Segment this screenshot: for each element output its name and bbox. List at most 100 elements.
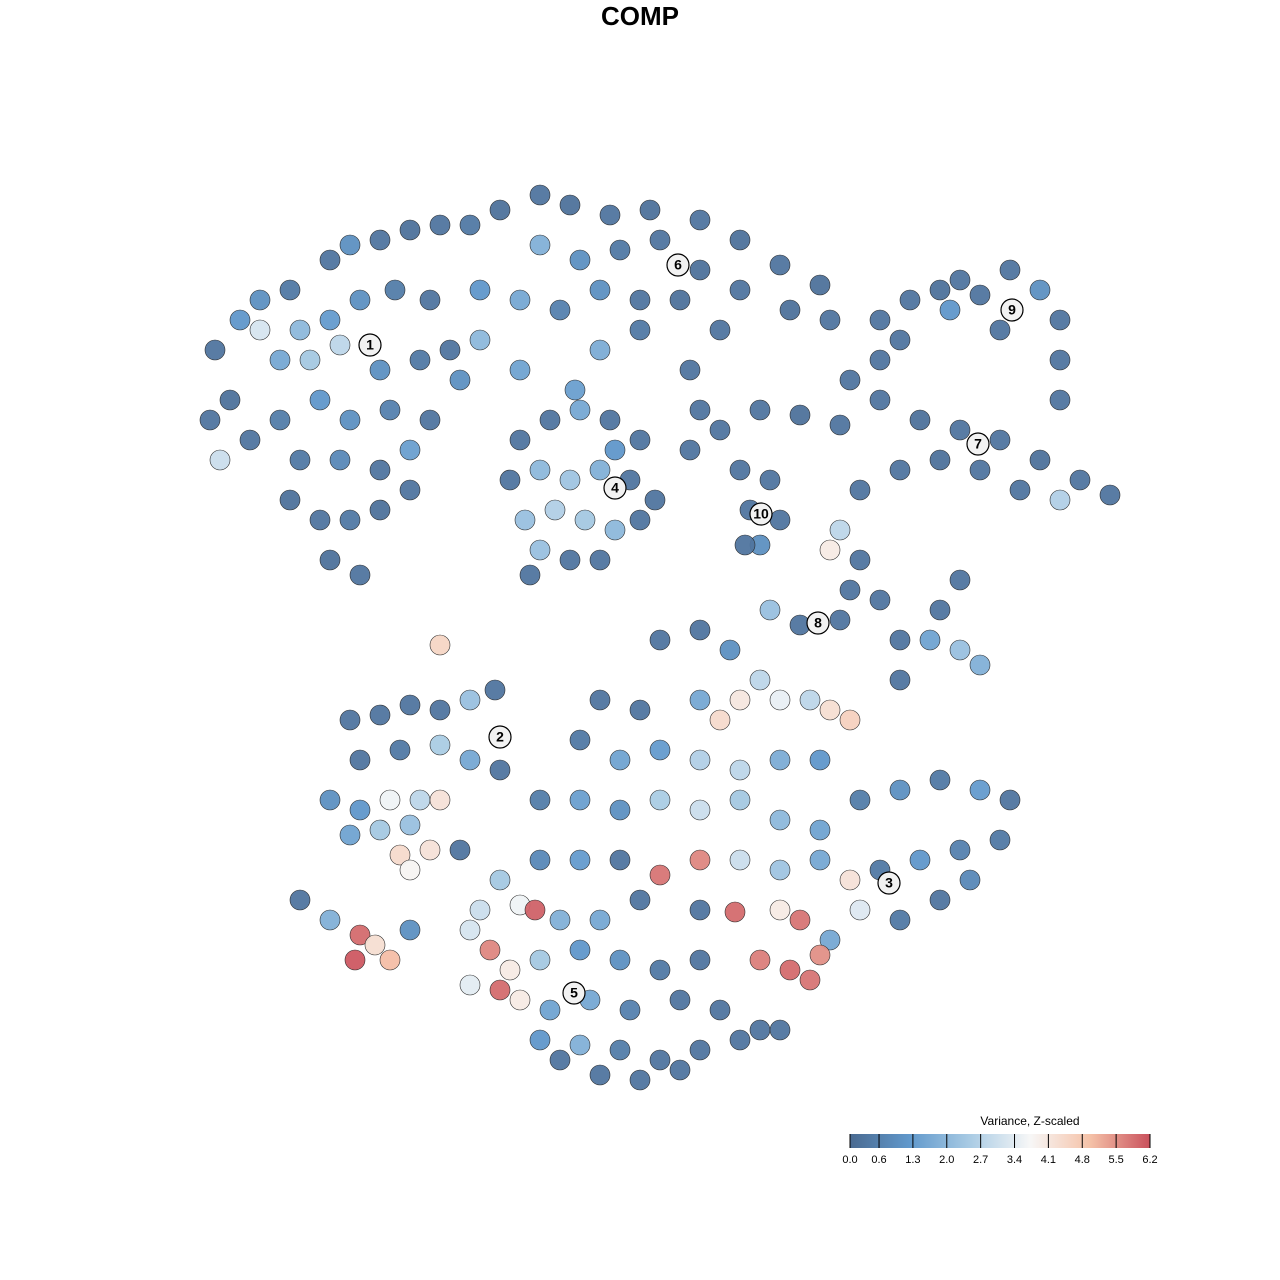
point [849,479,871,501]
cluster-marker [358,333,382,357]
point [484,679,506,701]
point [839,369,861,391]
cluster-label: 2 [496,729,504,745]
colorbar-tick-label: 2.0 [939,1154,954,1166]
point [509,429,531,451]
point [839,579,861,601]
point [529,184,551,206]
point [384,279,406,301]
point [319,249,341,271]
point [989,319,1011,341]
point [219,389,241,411]
colorbar-tick-label: 0.6 [871,1154,886,1166]
point [499,959,521,981]
colorbar-title: Variance, Z-scaled [980,1114,1079,1128]
point [889,459,911,481]
point [589,279,611,301]
point [419,409,441,431]
point [999,259,1021,281]
point [769,899,791,921]
point [369,229,391,251]
point [629,889,651,911]
point [629,699,651,721]
point [819,699,841,721]
point [529,849,551,871]
point [629,509,651,531]
point [269,409,291,431]
point [729,849,751,871]
point [689,619,711,641]
point [869,349,891,371]
cluster-label: 4 [611,480,619,496]
point [929,449,951,471]
point [509,989,531,1011]
point [749,399,771,421]
point [809,849,831,871]
point [389,844,411,866]
point [919,629,941,651]
point [709,319,731,341]
point [544,499,566,521]
point [649,229,671,251]
point [599,204,621,226]
point [529,1029,551,1051]
point [1029,449,1051,471]
point [204,339,226,361]
point [509,359,531,381]
point [629,289,651,311]
point [369,704,391,726]
point [419,839,441,861]
point [789,909,811,931]
point [249,289,271,311]
colorbar-tick-label: 5.5 [1108,1154,1123,1166]
point [839,869,861,891]
cluster-marker [749,502,773,526]
cluster-label: 5 [570,985,578,1001]
point [379,789,401,811]
point [729,689,751,711]
point [539,409,561,431]
point [609,749,631,771]
point [549,909,571,931]
point [519,564,541,586]
point [569,849,591,871]
point [769,749,791,771]
cluster-marker [666,253,690,277]
point [509,289,531,311]
point [719,639,741,661]
point [679,439,701,461]
point [449,369,471,391]
point [749,1019,771,1041]
point [599,409,621,431]
point [889,909,911,931]
point [829,414,851,436]
point [689,209,711,231]
point [469,279,491,301]
point [769,509,791,531]
point [539,999,561,1021]
point [1049,489,1071,511]
point [489,869,511,891]
point [819,309,841,331]
cluster-label: 9 [1008,302,1016,318]
point [724,901,746,923]
point [609,849,631,871]
point [889,329,911,351]
point [344,949,366,971]
point [429,699,451,721]
point [809,944,831,966]
point [604,439,626,461]
point [689,689,711,711]
point [909,409,931,431]
colorbar-tick-label: 4.8 [1075,1154,1090,1166]
point [729,229,751,251]
point [789,404,811,426]
point [459,214,481,236]
point [609,239,631,261]
point [689,399,711,421]
chart-title: COMP [601,1,679,31]
point [949,839,971,861]
point [689,1039,711,1061]
point [799,969,821,991]
